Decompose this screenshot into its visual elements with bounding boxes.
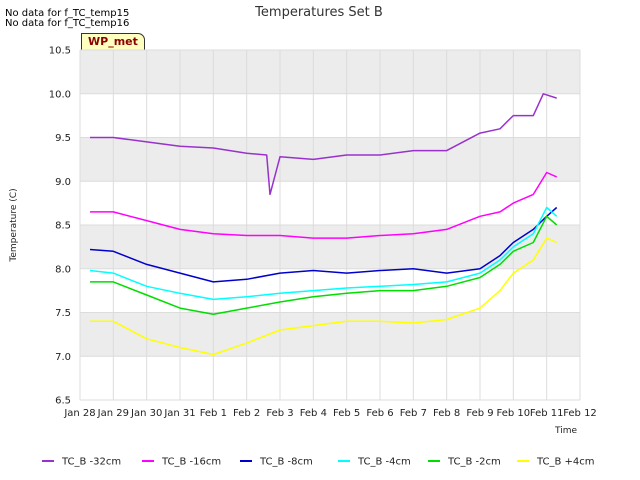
plot-bands [80,50,580,400]
plot-band [80,312,580,357]
x-tick-label: Jan 30 [130,408,162,419]
y-tick-label: 9.0 [55,177,71,188]
y-tick-label: 10.5 [49,46,71,57]
x-tick-label: Feb 6 [366,408,393,419]
y-axis-ticks: 6.5 7.0 7.5 8.0 8.5 9.0 9.5 10.0 10.5 [49,46,71,407]
y-tick-label: 9.5 [55,133,71,144]
legend-label: TC_B -4cm [357,457,411,468]
plot-band [80,50,580,94]
x-tick-label: Feb 3 [266,408,293,419]
y-axis-label: Temperature (C) [9,188,19,262]
x-tick-label: Feb 1 [200,408,227,419]
x-tick-label: Jan 28 [63,408,95,419]
plot-band [80,137,580,182]
series-line [90,171,558,239]
legend-label: TC_B -8cm [259,457,313,468]
legend-label: TC_B -32cm [61,457,121,468]
x-axis-label: Time [554,426,577,436]
y-tick-label: 8.5 [55,221,71,232]
no-data-note-1: No data for f_TC_temp15 [5,8,130,19]
legend-label: TC_B -16cm [161,457,221,468]
x-tick-label: Feb 9 [466,408,493,419]
x-tick-label: Feb 2 [233,408,260,419]
plot-band [80,225,580,269]
x-tick-label: Jan 31 [163,408,195,419]
series-line [89,206,558,301]
x-tick-label: Feb 11 [530,408,564,419]
series-line [90,215,558,315]
x-tick-label: Feb 8 [433,408,460,419]
y-tick-label: 10.0 [49,89,71,100]
x-tick-label: Feb 5 [333,408,360,419]
series-line [89,206,558,283]
no-data-note-2: No data for f_TC_temp16 [5,18,130,29]
y-tick-label: 7.5 [55,308,71,319]
x-tick-label: Feb 4 [300,408,327,419]
series-line [90,237,558,356]
plot-grid [79,49,581,401]
series-line [90,93,557,196]
chart-legend: TC_B -32cm TC_B -16cm TC_B -8cm TC_B -4cm TC… [42,457,595,468]
y-tick-label: 8.0 [55,264,71,275]
x-tick-label: Jan 29 [97,408,129,419]
legend-label: TC_B -2cm [447,457,501,468]
x-tick-label: Feb 12 [563,408,597,419]
chart-title: Temperatures Set B [254,5,383,20]
x-axis-ticks: Jan 28 Jan 29 Jan 30 Jan 31 Feb 1 Feb 2 Feb 3 F… [63,408,596,419]
x-tick-label: Feb 7 [400,408,427,419]
plot-series [89,93,558,356]
y-tick-label: 7.0 [55,352,71,363]
x-tick-label: Feb 10 [497,408,531,419]
legend-label: TC_B +4cm [536,457,595,468]
y-tick-label: 6.5 [55,396,71,407]
